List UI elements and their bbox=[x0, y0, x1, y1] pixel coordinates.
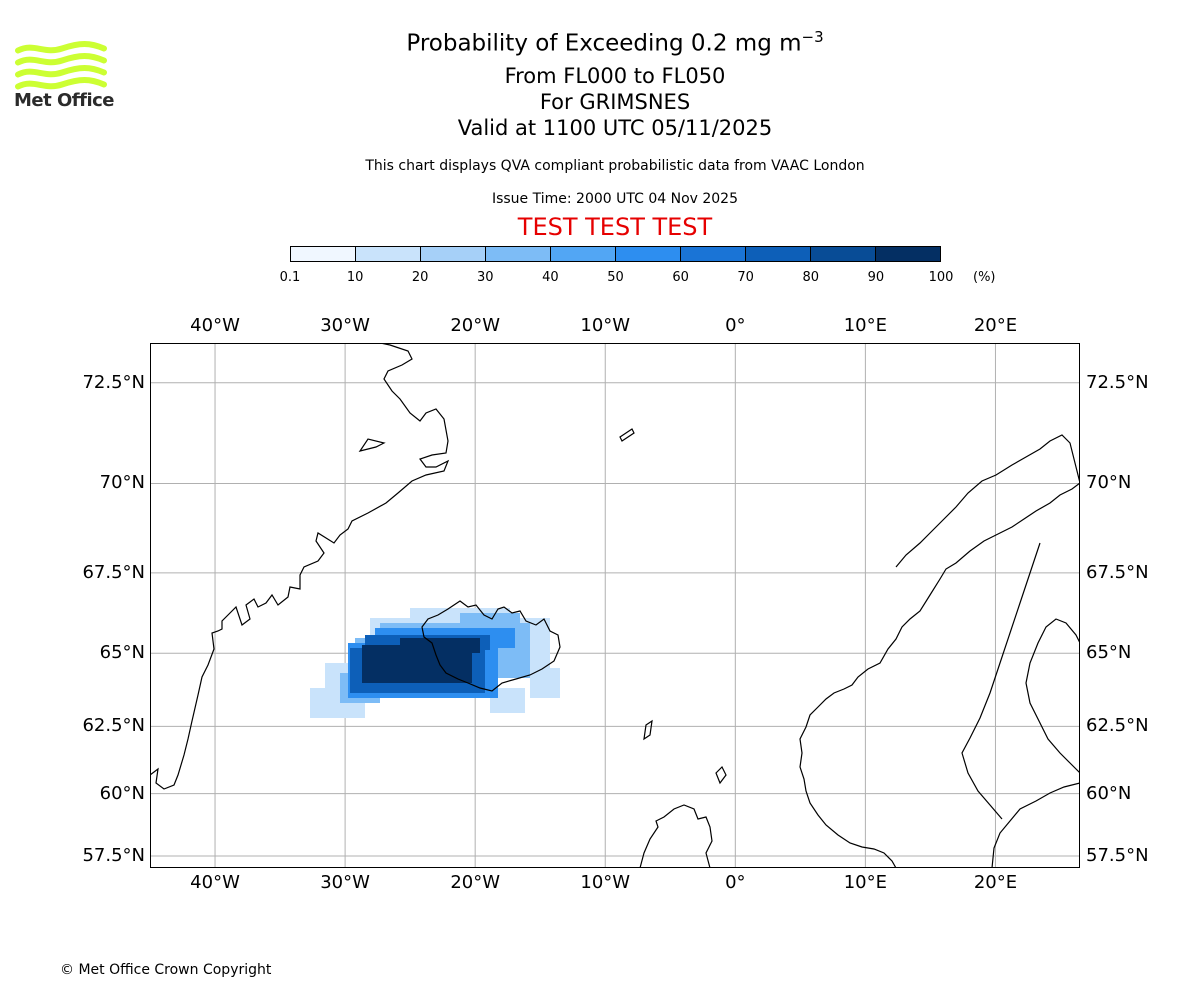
colorbar-segment bbox=[421, 247, 486, 261]
lat-label-left: 62.5°N bbox=[82, 715, 145, 737]
chart-title: Probability of Exceeding 0.2 mg m−3 bbox=[406, 28, 824, 57]
coastlines bbox=[150, 343, 1080, 868]
lat-label-left: 57.5°N bbox=[82, 845, 145, 867]
sweden-coast bbox=[991, 782, 1080, 868]
lat-label-right: 70°N bbox=[1086, 472, 1132, 494]
colorbar-segment bbox=[876, 247, 940, 261]
issue-time: Issue Time: 2000 UTC 04 Nov 2025 bbox=[491, 191, 739, 207]
colorbar bbox=[290, 246, 941, 262]
met-office-logo-icon bbox=[15, 41, 107, 90]
lon-label-bottom: 10°E bbox=[843, 872, 888, 893]
colorbar-tick-label: 70 bbox=[737, 270, 754, 285]
colorbar-tick-label: 40 bbox=[542, 270, 559, 285]
iceland-coast bbox=[421, 600, 561, 692]
colorbar-tick-label: 30 bbox=[477, 270, 494, 285]
colorbar-tick-label: 0.1 bbox=[279, 270, 301, 285]
colorbar-unit: (%) bbox=[973, 270, 996, 285]
graticule bbox=[150, 343, 1080, 868]
colorbar-segment bbox=[746, 247, 811, 261]
lat-label-right: 62.5°N bbox=[1086, 715, 1149, 737]
lon-label-bottom: 20°W bbox=[450, 872, 501, 893]
colorbar-tick-label: 100 bbox=[928, 270, 954, 285]
lon-label-top: 0° bbox=[725, 315, 746, 336]
shetland bbox=[715, 765, 727, 785]
test-banner: TEST TEST TEST bbox=[517, 213, 713, 241]
lat-label-right: 72.5°N bbox=[1086, 371, 1149, 393]
faroe-islands bbox=[643, 719, 653, 741]
colorbar-tick-label: 10 bbox=[346, 270, 364, 285]
flight-level-range: From FL000 to FL050 bbox=[504, 64, 726, 88]
colorbar-segment bbox=[551, 247, 616, 261]
volcano-name: For GRIMSNES bbox=[539, 90, 691, 114]
copyright-notice: © Met Office Crown Copyright bbox=[60, 962, 272, 978]
colorbar-segment bbox=[291, 247, 356, 261]
colorbar-segment bbox=[486, 247, 551, 261]
lon-label-top: 20°W bbox=[450, 315, 501, 336]
plume-cell bbox=[400, 638, 480, 653]
finland-coast bbox=[1025, 618, 1080, 774]
lon-label-top: 40°W bbox=[190, 315, 240, 336]
colorbar-segment bbox=[811, 247, 876, 261]
lat-label-right: 60°N bbox=[1086, 782, 1132, 804]
scotland-coast bbox=[639, 804, 713, 868]
lon-label-top: 30°W bbox=[320, 315, 370, 336]
lat-label-left: 70°N bbox=[99, 472, 145, 494]
jan-mayen bbox=[619, 428, 635, 442]
logo-wordmark: Met Office bbox=[14, 90, 115, 111]
lon-label-top: 10°W bbox=[580, 315, 631, 336]
lat-label-right: 57.5°N bbox=[1086, 845, 1149, 867]
lon-label-top: 10°E bbox=[843, 315, 888, 336]
colorbar-tick-label: 80 bbox=[802, 270, 820, 285]
greenland-coast bbox=[150, 343, 450, 790]
lat-label-left: 60°N bbox=[99, 782, 145, 804]
colorbar-segment bbox=[356, 247, 421, 261]
colorbar-tick-label: 50 bbox=[607, 270, 624, 285]
ash-probability-plume bbox=[310, 608, 560, 718]
gulf-of-bothnia bbox=[961, 542, 1041, 820]
lon-label-bottom: 30°W bbox=[320, 872, 370, 893]
chart-note: This chart displays QVA compliant probab… bbox=[365, 158, 865, 174]
map-panel bbox=[150, 343, 1080, 868]
colorbar-segment bbox=[681, 247, 746, 261]
north-norway-coast bbox=[895, 434, 1080, 568]
lon-label-bottom: 10°W bbox=[580, 872, 631, 893]
lat-label-right: 65°N bbox=[1086, 642, 1132, 664]
lon-label-bottom: 40°W bbox=[190, 872, 240, 893]
lat-label-left: 72.5°N bbox=[82, 371, 145, 393]
colorbar-tick-label: 60 bbox=[672, 270, 689, 285]
scandinavia-coast bbox=[799, 482, 1080, 868]
lat-label-left: 67.5°N bbox=[82, 561, 145, 583]
lon-label-bottom: 20°E bbox=[973, 872, 1018, 893]
lat-label-right: 67.5°N bbox=[1086, 561, 1149, 583]
lat-label-left: 65°N bbox=[99, 642, 145, 664]
colorbar-tick-label: 90 bbox=[867, 270, 885, 285]
map-frame bbox=[150, 343, 1080, 868]
lon-label-bottom: 0° bbox=[725, 872, 746, 893]
greenland-fjord bbox=[358, 438, 386, 452]
colorbar-segment bbox=[616, 247, 681, 261]
colorbar-tick-label: 20 bbox=[411, 270, 429, 285]
valid-time: Valid at 1100 UTC 05/11/2025 bbox=[457, 116, 773, 140]
lon-label-top: 20°E bbox=[973, 315, 1018, 336]
